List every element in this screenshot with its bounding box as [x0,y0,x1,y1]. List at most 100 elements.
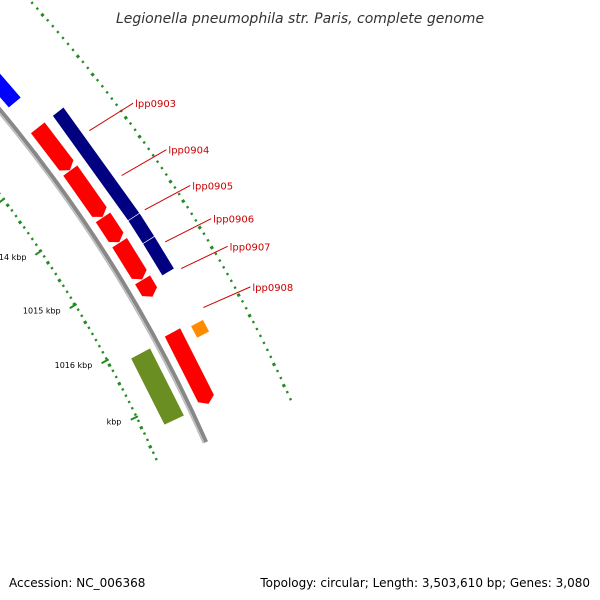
gene-label-right[interactable]: lpp0908 [252,283,293,294]
gc-dot [214,252,218,256]
gc-dot [17,220,23,225]
gc-dot [160,166,164,170]
gc-dot [229,279,233,283]
gc-dot [288,397,293,401]
gene-forward-block [130,347,185,426]
gc-dot [233,286,237,290]
gc-dot [71,48,75,52]
gc-dot [107,363,112,368]
gene-label-right[interactable]: lpp0907 [230,242,271,253]
gc-dot [133,413,137,417]
gc-dot [30,237,34,241]
tick-label: 1016 kbp [55,361,93,370]
gc-dot [151,451,155,455]
gc-dot [61,284,65,288]
label-leader-line [121,149,167,176]
tick-mark [34,249,43,256]
gc-dot [197,225,202,230]
gc-dot [240,299,245,303]
gc-dot [168,179,173,184]
label-leader-line [203,286,251,309]
gc-dot [133,128,137,132]
gc-dot [185,205,190,209]
gene-reverse-block [134,274,158,298]
gc-dot [279,376,283,380]
gc-dot [142,432,147,436]
gene-labels: lpp0900lpp0901kdsDlpp0903lpp0904lpp0905l… [89,99,293,309]
gc-dot [66,42,70,46]
gc-dot [202,232,206,236]
gc-dot [258,334,263,338]
gene-reverse-block [62,164,108,218]
gc-dot [206,238,210,242]
gc-dot [136,419,141,423]
gc-dot [54,272,58,276]
gc-dot [110,96,114,101]
gc-dot [111,369,115,373]
gc-dot [269,355,273,359]
gene-reverse-block [94,211,125,243]
gc-dot [265,348,269,352]
gc-dot [75,54,81,59]
gc-dot [155,160,160,164]
gc-dot [142,140,146,145]
gc-dot [236,292,241,298]
gc-dot [10,208,14,212]
gc-dot [218,258,222,263]
gc-dot [97,344,101,348]
gc-dot [275,369,280,373]
gc-dot [83,320,88,325]
gc-dot [137,134,142,139]
gc-dot [222,265,226,269]
gc-dot [50,266,54,270]
label-leader-line [144,184,191,211]
gc-dot [124,394,128,398]
gc-dot [90,72,95,77]
label-leader-line [89,102,134,132]
gc-dots-outer [30,1,293,401]
scale-ticks: 1010 kbp1011 kbp1012 kbp1013 kbp1014 kbp… [0,197,139,426]
gc-dot [251,320,255,324]
gc-dot [5,203,10,208]
feature-tracks [0,72,215,426]
gc-dot [35,6,39,11]
gc-dot [225,272,230,276]
blast-reverse-block [142,235,175,277]
blast-forward-block [0,72,22,109]
gc-dot [46,18,50,22]
label-leader-line [180,245,228,269]
gc-dot [164,172,168,177]
gc-dot [128,121,133,126]
gc-dot [117,381,122,386]
gc-dot [139,425,144,430]
gc-dot [247,313,252,318]
tick-mark [69,303,78,310]
gc-dot [114,103,119,107]
gene-label-right[interactable]: lpp0904 [168,146,209,157]
gc-dot [87,326,91,330]
gc-dot [56,30,60,34]
backbone [0,106,209,444]
gc-dot [190,212,194,216]
gene-label-right[interactable]: lpp0906 [213,215,254,226]
accession-text: Accession: NC_006368 [9,576,145,590]
gc-dot [123,115,128,120]
gene-reverse-block [111,237,148,280]
gc-dot [173,185,177,190]
gene-label-right[interactable]: lpp0903 [135,99,176,110]
gene-reverse-block [164,327,215,405]
gc-dot [148,444,153,449]
tick-label: kbp [107,417,122,426]
gc-dot [154,457,158,461]
gc-dot [22,225,26,230]
tick-mark [0,197,6,204]
gc-dot [42,254,46,258]
tick-label: 1014 kbp [0,253,26,262]
gc-dot [130,406,134,410]
tick-mark [101,358,110,365]
gc-dot [151,153,155,157]
gene-label-right[interactable]: lpp0905 [192,181,233,192]
gc-dot [244,306,248,310]
gc-dot [262,341,266,345]
gc-dot [86,66,90,70]
